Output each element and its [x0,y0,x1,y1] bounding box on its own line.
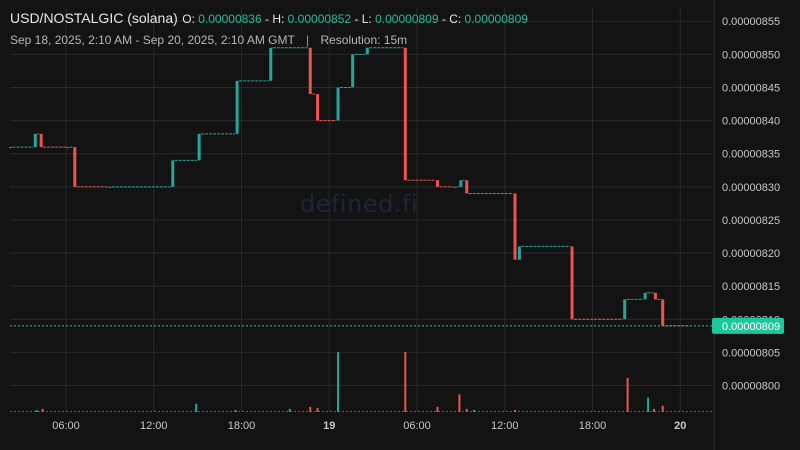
y-tick-label: 0.00000855 [722,16,780,28]
high-value: 0.00000852 [287,12,352,26]
last-price-label: 0.00000809 [722,321,780,333]
volume-bar [465,408,468,412]
close-value: 0.00000809 [464,12,528,26]
candle [197,133,201,161]
candle [73,147,77,187]
x-tick-label: 06:00 [52,420,80,432]
volume-bar [404,352,407,412]
candle [65,147,69,149]
volume-bar [337,352,340,412]
candle [643,292,647,300]
candle [39,133,43,148]
candle [623,299,627,320]
last-price-badge [712,317,784,334]
candle [269,47,273,81]
volume-bar [309,406,312,412]
y-tick-label: 0.00000825 [722,215,780,227]
resolution-label[interactable]: Resolution: 15m [320,33,408,47]
open-label: O: [182,12,195,26]
x-tick-label: 20 [674,420,686,432]
chart-subheader: Sep 18, 2025, 2:10 AM - Sep 20, 2025, 2:… [10,33,407,47]
y-tick-label: 0.00000820 [722,248,780,260]
volume-bar [316,407,319,412]
y-tick-label: 0.00000815 [722,281,780,293]
date-range: Sep 18, 2025, 2:10 AM - Sep 20, 2025, 2:… [10,33,295,47]
open-value: 0.00000836 [198,12,262,26]
candle [653,292,657,300]
x-tick-label: 06:00 [403,420,431,432]
volume-bar [458,394,461,412]
volume-bar [436,406,439,412]
y-tick-label: 0.00000840 [722,116,780,128]
chart-header: USD/NOSTALGIC (solana) O: 0.00000836 - H… [10,10,528,28]
candle [351,54,355,88]
watermark: defined.fi [300,190,419,218]
ohlc-readout: O: 0.00000836 - H: 0.00000852 - L: 0.000… [182,12,528,26]
candle [8,147,12,149]
volume-bar [288,408,291,412]
candle [513,193,517,260]
candle [661,299,665,326]
high-label: H: [272,12,285,26]
volume-bar [514,409,517,412]
separator: | [305,33,310,47]
candle [171,160,175,187]
volume-bar [195,403,198,412]
volume-bar [234,409,237,412]
candle [33,133,37,148]
candle [465,180,469,194]
candle [336,87,340,121]
volume-bar [473,409,476,412]
y-tick-label: 0.00000805 [722,347,780,359]
candle [235,80,239,134]
candle [453,186,457,188]
x-tick-label: 12:00 [140,420,168,432]
candle [308,47,312,95]
y-tick-label: 0.00000800 [722,381,780,393]
candle [108,186,112,188]
x-tick-label: 12:00 [491,420,519,432]
low-value: 0.00000809 [375,12,439,26]
volume-bar [41,408,44,412]
y-tick-label: 0.00000830 [722,182,780,194]
candle [517,246,521,260]
candle [435,180,439,187]
volume-bar [652,408,655,412]
x-tick-label: 18:00 [228,420,256,432]
y-tick-label: 0.00000835 [722,149,780,161]
x-tick-label: 18:00 [579,420,607,432]
volume-bar [35,409,38,412]
candle [459,180,463,187]
candle [365,47,369,55]
volume-bar [626,377,629,412]
close-label: C: [449,12,462,26]
volume-bar [661,405,664,412]
low-label: L: [361,12,372,26]
x-tick-label: 19 [323,420,335,432]
candle [570,246,574,320]
pair-title: USD/NOSTALGIC (solana) [10,10,178,26]
y-tick-label: 0.00000845 [722,82,780,94]
candle [316,94,320,121]
volume-bar [647,397,650,412]
candle [403,47,407,181]
y-tick-label: 0.00000850 [722,49,780,61]
